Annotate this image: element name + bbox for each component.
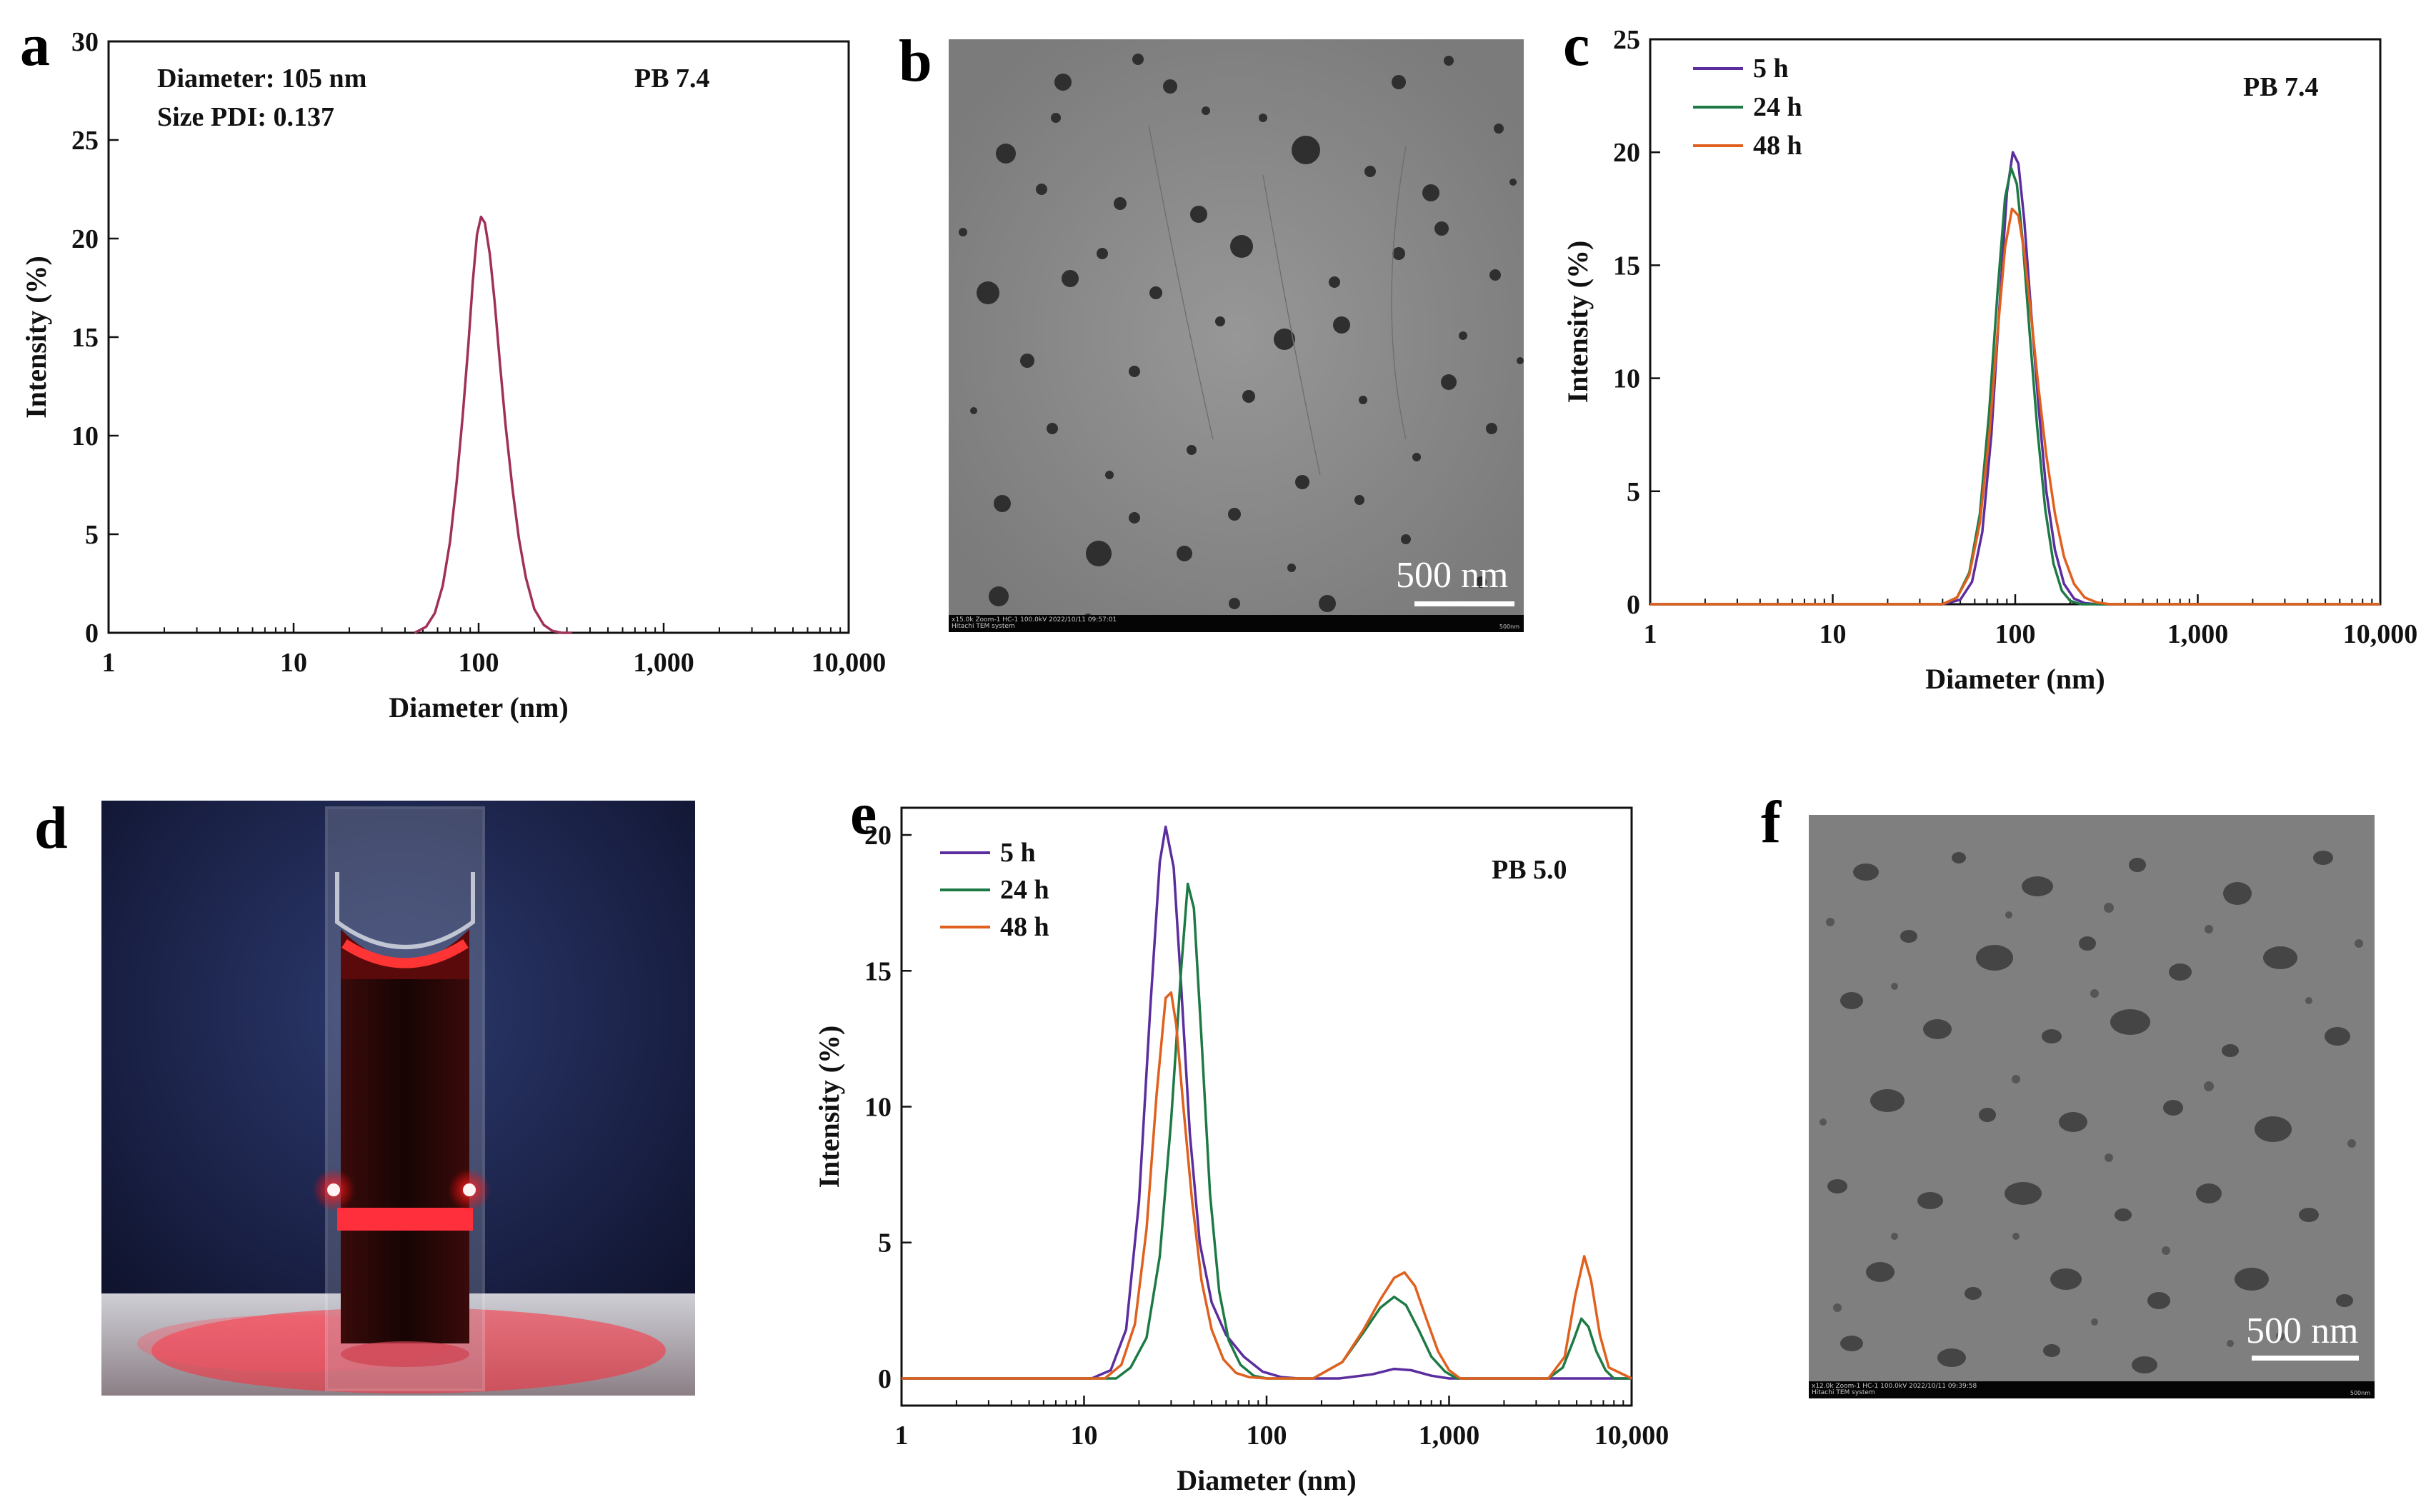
chart-c: 1 10 100 1,000 10,000 0 5 10 15 20 25 Diameter (nm)… — [1562, 25, 2417, 695]
y-tick-label: 30 — [71, 27, 99, 57]
y-tick-label: 20 — [71, 224, 99, 254]
x-tick-label: 10 — [1819, 619, 1847, 649]
legend-label: 24 h — [1753, 92, 1802, 122]
x-axis-label: Diameter (nm) — [1177, 1464, 1356, 1496]
y-tick-label: 10 — [1613, 364, 1640, 394]
panel-label-f: f — [1761, 789, 1781, 856]
panel-label-e: e — [850, 781, 877, 847]
tem-image-ph74: 500 nm x15.0k Zoom-1 HC-1 100.0kV 2022/1… — [949, 39, 1524, 632]
chart-a: 1 10 100 1,000 10,000 0 5 10 15 20 25 30 Diameter (n… — [20, 27, 886, 724]
scale-bar-b — [1414, 601, 1514, 606]
y-tick-label: 5 — [1627, 477, 1640, 507]
tem-meta-text-f: x12.0k Zoom-1 HC-1 100.0kV 2022/10/11 09… — [1812, 1383, 1977, 1390]
x-tick-label: 10 — [1071, 1421, 1098, 1451]
x-tick-label: 1,000 — [633, 648, 694, 678]
tem-meta-f: x12.0k Zoom-1 HC-1 100.0kV 2022/10/11 09… — [1812, 1383, 1977, 1396]
legend-label: 5 h — [1000, 838, 1036, 868]
panel-label-a: a — [20, 12, 50, 79]
x-tick-label: 1 — [102, 648, 116, 678]
y-tick-label: 5 — [878, 1228, 892, 1258]
y-axis-label: Intensity (%) — [813, 1026, 845, 1188]
x-tick-label: 100 — [1995, 619, 2036, 649]
y-tick-label: 0 — [85, 619, 99, 649]
panel-label-c: c — [1563, 12, 1590, 79]
x-axis-label: Diameter (nm) — [1925, 663, 2105, 695]
x-tick-label: 10 — [280, 648, 307, 678]
tem-image-ph50: 500 nm x12.0k Zoom-1 HC-1 100.0kV 2022/1… — [1809, 815, 2375, 1398]
series-line-c-24h — [1650, 166, 2380, 606]
annotation: PB 7.4 — [2243, 72, 2319, 102]
legend-label: 48 h — [1753, 131, 1802, 161]
series-line-e-5h — [902, 825, 1632, 1380]
y-tick-label: 10 — [864, 1093, 892, 1123]
panel-label-d: d — [34, 795, 68, 861]
tem-meta-text-b: x15.0k Zoom-1 HC-1 100.0kV 2022/10/11 09… — [952, 616, 1117, 624]
x-tick-label: 1 — [1644, 619, 1657, 649]
nanoparticles-b — [959, 54, 1524, 622]
x-tick-label: 1 — [895, 1421, 909, 1451]
annotation: PB 7.4 — [634, 64, 710, 94]
annotation: Size PDI: 0.137 — [157, 102, 334, 132]
x-tick-label: 100 — [1247, 1421, 1287, 1451]
annotation: Diameter: 105 nm — [157, 64, 366, 94]
scale-bar-label-f: 500 nm — [2246, 1311, 2359, 1351]
y-tick-label: 15 — [864, 956, 892, 986]
y-tick-label: 25 — [71, 126, 99, 156]
legend-label: 5 h — [1753, 54, 1789, 84]
x-tick-label: 10,000 — [2343, 619, 2418, 649]
tem-info-bar-b: x15.0k Zoom-1 HC-1 100.0kV 2022/10/11 09… — [949, 615, 1524, 632]
x-tick-label: 1,000 — [1419, 1421, 1480, 1451]
legend-label: 24 h — [1000, 875, 1049, 905]
y-tick-label: 0 — [1627, 590, 1640, 620]
series-line-e-48h — [902, 991, 1632, 1380]
annotation: PB 5.0 — [1492, 855, 1567, 885]
series-line-c-48h — [1650, 207, 2380, 606]
grid-film-lines-b — [1148, 124, 1407, 476]
series-line-c-5h — [1650, 151, 2380, 606]
y-axis-label: Intensity (%) — [20, 256, 52, 419]
series-line-a-DLS — [414, 215, 572, 634]
series-line-e-24h — [902, 882, 1632, 1380]
cuvette-photo — [101, 801, 695, 1396]
small-particles-f — [1819, 903, 2363, 1347]
tem-meta-sub-f: Hitachi TEM system — [1812, 1389, 1875, 1396]
legend-label: 48 h — [1000, 912, 1049, 942]
x-tick-label: 1,000 — [2167, 619, 2229, 649]
tem-meta-sub-b: Hitachi TEM system — [952, 623, 1015, 630]
chart-e: 1 10 100 1,000 10,000 0 5 10 15 20 Diameter (nm) In… — [813, 806, 1669, 1496]
tem-micrograph-b — [949, 39, 1524, 632]
plot-frame-c — [1649, 38, 2382, 606]
y-tick-label: 0 — [878, 1364, 892, 1394]
nanoparticles-f — [1827, 851, 2353, 1373]
tem-micrograph-f — [1809, 815, 2375, 1398]
tem-info-bar-f: x12.0k Zoom-1 HC-1 100.0kV 2022/10/11 09… — [1809, 1381, 2375, 1398]
y-tick-label: 25 — [1613, 25, 1640, 55]
tem-meta-b: x15.0k Zoom-1 HC-1 100.0kV 2022/10/11 09… — [952, 617, 1117, 630]
scale-bar-f — [2252, 1356, 2359, 1361]
x-tick-label: 10,000 — [1594, 1421, 1669, 1451]
y-tick-label: 10 — [71, 421, 99, 451]
tyndall-photo — [101, 801, 695, 1396]
tem-meta-right-b: 500nm — [1499, 624, 1519, 630]
panel-label-b: b — [899, 28, 932, 94]
x-axis-label: Diameter (nm) — [389, 691, 568, 724]
y-tick-label: 5 — [85, 520, 99, 550]
y-axis-label: Intensity (%) — [1562, 241, 1594, 404]
y-tick-label: 20 — [864, 821, 892, 851]
tem-meta-right-f: 500nm — [2350, 1390, 2370, 1396]
x-tick-label: 100 — [459, 648, 499, 678]
y-tick-label: 15 — [1613, 251, 1640, 281]
x-tick-label: 10,000 — [812, 648, 887, 678]
y-tick-label: 20 — [1613, 138, 1640, 168]
y-tick-label: 15 — [71, 323, 99, 353]
scale-bar-label-b: 500 nm — [1396, 555, 1509, 596]
